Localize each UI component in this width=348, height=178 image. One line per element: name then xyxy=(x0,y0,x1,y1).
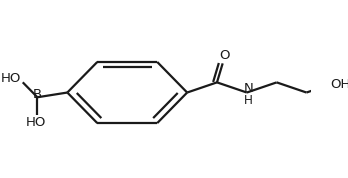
Text: HO: HO xyxy=(26,116,46,129)
Text: O: O xyxy=(219,49,229,62)
Text: N: N xyxy=(244,82,253,95)
Text: H: H xyxy=(244,94,253,107)
Text: B: B xyxy=(33,88,42,101)
Text: HO: HO xyxy=(1,72,21,85)
Text: OH: OH xyxy=(330,78,348,91)
